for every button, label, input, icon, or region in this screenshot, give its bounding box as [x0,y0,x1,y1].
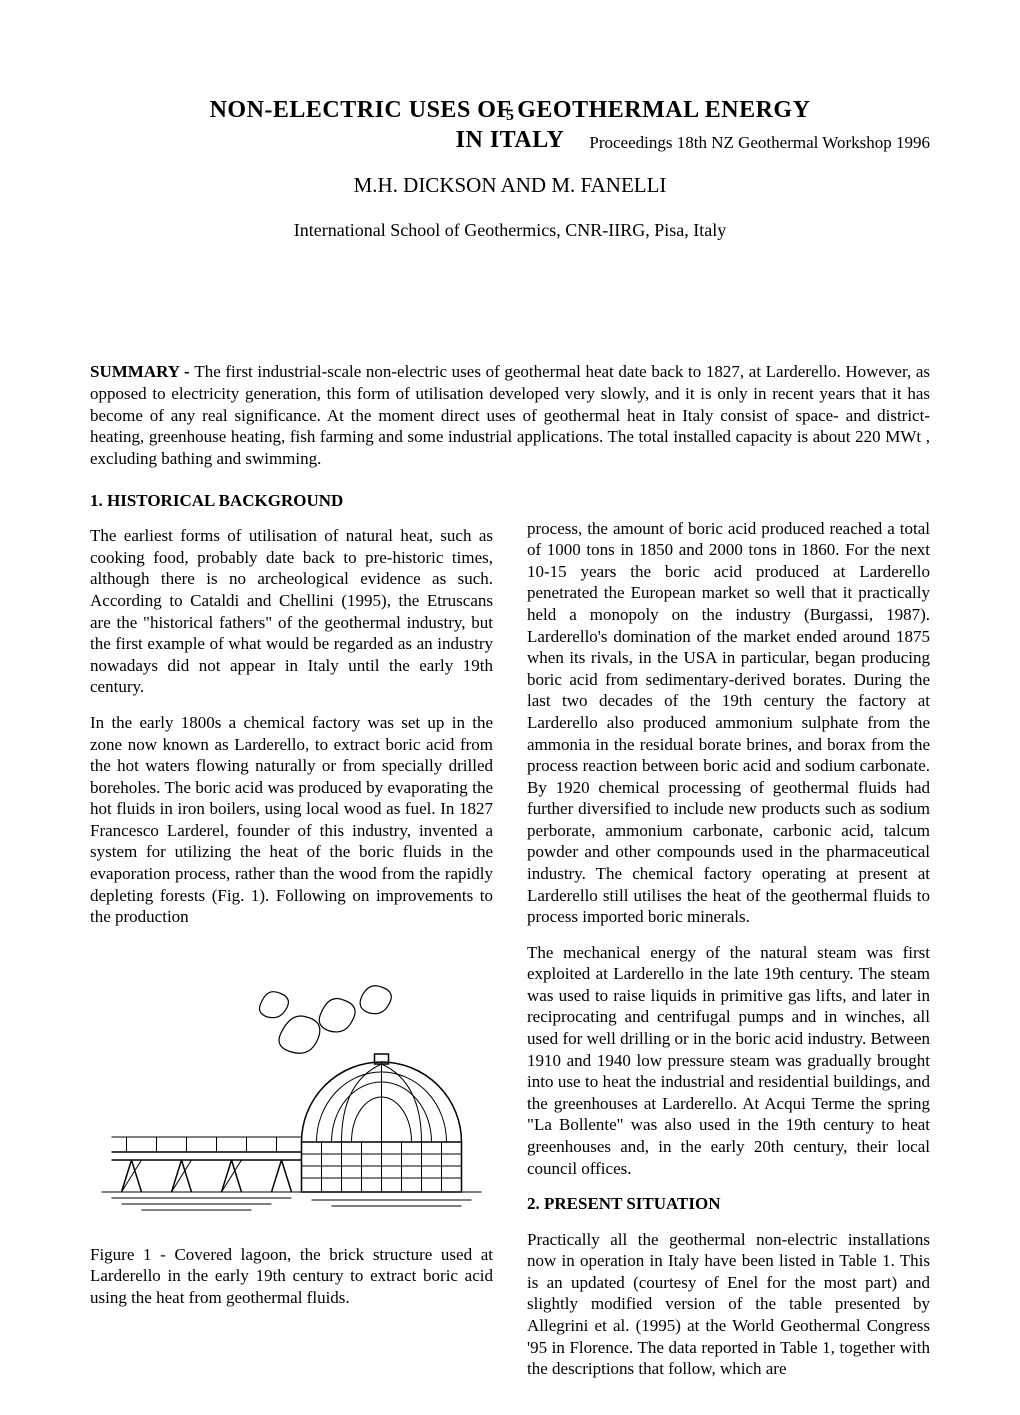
right-paragraph-2: The mechanical energy of the natural ste… [527,942,930,1179]
figure-1-illustration [90,942,493,1222]
affiliation: International School of Geothermics, CNR… [90,220,930,241]
summary-block: SUMMARY - The first industrial-scale non… [90,361,930,470]
authors: M.H. DICKSON AND M. FANELLI [90,173,930,198]
right-column: process, the amount of boric acid produc… [527,490,930,1388]
left-paragraph-2: In the early 1800s a chemical factory wa… [90,712,493,928]
right-paragraph-3: Practically all the geothermal non-elect… [527,1229,930,1380]
section-2-heading: 2. PRESENT SITUATION [527,1193,930,1215]
left-column: 1. HISTORICAL BACKGROUND The earliest fo… [90,490,493,1388]
section-1-heading: 1. HISTORICAL BACKGROUND [90,490,493,512]
summary-label: SUMMARY - [90,362,194,381]
figure-1-caption: Figure 1 - Covered lagoon, the brick str… [90,1244,493,1309]
page-number: 5 [506,107,514,125]
title-line-2: IN ITALY [456,127,565,153]
right-paragraph-1: process, the amount of boric acid produc… [527,518,930,928]
figure-1: Figure 1 - Covered lagoon, the brick str… [90,942,493,1309]
running-head: Proceedings 18th NZ Geothermal Workshop … [589,133,930,153]
page-body: NON-ELECTRIC USES OF GEOTHERMAL ENERGY I… [0,95,1020,1388]
left-paragraph-1: The earliest forms of utilisation of nat… [90,525,493,698]
summary-text: The first industrial-scale non-electric … [90,362,930,468]
two-column-body: 1. HISTORICAL BACKGROUND The earliest fo… [90,490,930,1388]
